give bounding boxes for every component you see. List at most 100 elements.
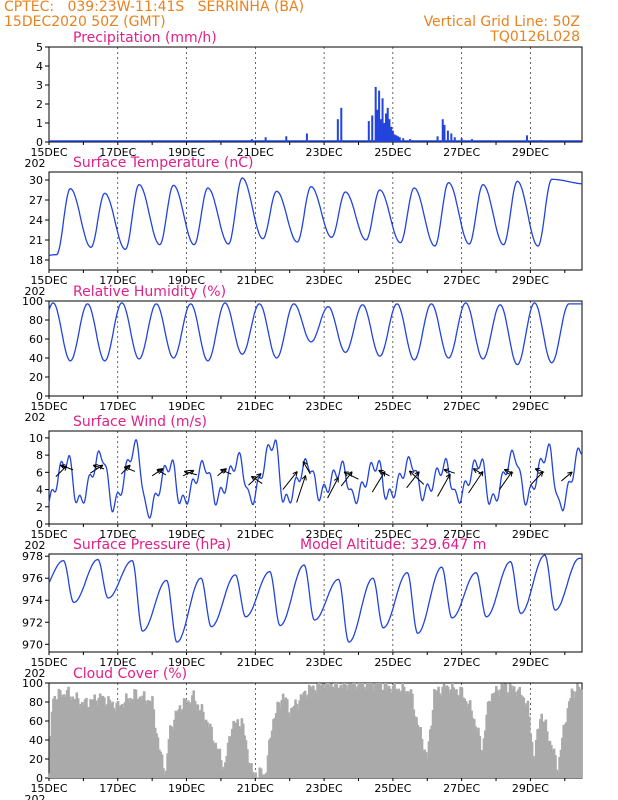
cloud-bar bbox=[528, 716, 531, 778]
cloud-bar bbox=[449, 689, 453, 778]
cloud-bar bbox=[448, 694, 451, 778]
cloud-bar bbox=[140, 700, 143, 778]
x-tick-label: 15DEC bbox=[30, 656, 67, 669]
cloud-bar bbox=[357, 683, 361, 778]
cloud-bar bbox=[229, 736, 233, 778]
x-tick-label: 29DEC bbox=[512, 782, 549, 795]
precip-bar bbox=[378, 90, 381, 142]
cloud-bar bbox=[395, 690, 399, 778]
cloud-bar bbox=[248, 763, 252, 778]
cloud-bar bbox=[114, 711, 117, 778]
cloud-bar bbox=[94, 700, 98, 778]
cloud-bar bbox=[210, 726, 213, 778]
cloud-bar bbox=[196, 704, 200, 778]
cloud-bar bbox=[138, 696, 142, 778]
cloud-bar bbox=[504, 683, 508, 778]
cloud-bar bbox=[372, 690, 376, 778]
cloud-bar bbox=[184, 699, 187, 778]
wind-vector bbox=[443, 469, 455, 474]
cloud-bar bbox=[254, 772, 257, 778]
cloud-bar bbox=[93, 694, 96, 778]
cloud-bar bbox=[334, 683, 337, 778]
cloud-bar bbox=[397, 688, 400, 778]
y-tick-label: 24 bbox=[29, 214, 43, 227]
cloud-bar bbox=[457, 696, 461, 778]
wind-vector-head bbox=[567, 471, 573, 477]
x-tick-label: 15DEC bbox=[30, 146, 67, 159]
cloud-bar bbox=[86, 707, 90, 778]
cloud-bar bbox=[298, 700, 301, 778]
cloud-bar bbox=[558, 756, 561, 778]
wind-vector bbox=[220, 469, 232, 475]
cloud-bar bbox=[189, 704, 193, 778]
wind-vector bbox=[89, 464, 104, 474]
year-label: 202 bbox=[25, 285, 46, 298]
cloud-bar bbox=[540, 713, 544, 778]
cloud-bar bbox=[89, 699, 92, 778]
y-tick-label: 30 bbox=[29, 174, 43, 187]
precip-bar bbox=[374, 86, 377, 142]
x-tick-label: 19DEC bbox=[168, 400, 205, 413]
cloud-bar bbox=[573, 698, 577, 778]
cloud-bar bbox=[409, 689, 413, 778]
cloud-bar bbox=[257, 777, 260, 778]
cloud-bar bbox=[141, 695, 145, 778]
precip-bar bbox=[397, 136, 400, 142]
precip-bar bbox=[383, 123, 386, 142]
header-right-2: TQ0126L028 bbox=[490, 29, 580, 45]
cloud-bar bbox=[125, 693, 128, 778]
cloud-bar bbox=[49, 736, 52, 778]
cloud-bar bbox=[206, 721, 209, 778]
cloud-bar bbox=[321, 683, 325, 778]
x-tick-label: 25DEC bbox=[374, 656, 411, 669]
cloud-bar bbox=[246, 749, 249, 778]
cloud-bar bbox=[103, 697, 106, 778]
cloud-bar bbox=[324, 684, 328, 778]
cloud-bar bbox=[492, 693, 495, 778]
cloud-bar bbox=[562, 725, 566, 778]
cloud-bar bbox=[97, 697, 101, 778]
cloud-bar bbox=[401, 683, 405, 778]
cloud-bar bbox=[133, 689, 136, 778]
cloud-bar bbox=[460, 687, 464, 778]
cloud-bar bbox=[398, 693, 402, 778]
cloud-bar bbox=[489, 701, 493, 778]
cloud-bar bbox=[556, 772, 560, 778]
cloud-bar bbox=[151, 696, 154, 778]
cloud-bar bbox=[306, 694, 310, 778]
cloud-bar bbox=[266, 755, 270, 778]
cloud-bar bbox=[236, 719, 240, 778]
cloud-bar bbox=[419, 726, 422, 778]
cloud-bar bbox=[104, 706, 107, 778]
panel-title: Relative Humidity (%) bbox=[73, 284, 226, 300]
x-tick-label: 27DEC bbox=[443, 782, 480, 795]
cloud-bar bbox=[554, 755, 557, 778]
cloud-bar bbox=[437, 686, 440, 778]
precip-bar bbox=[285, 136, 288, 142]
cloud-bar bbox=[299, 694, 303, 778]
cloud-bar bbox=[261, 776, 264, 778]
cloud-bar bbox=[240, 718, 244, 778]
x-tick-label: 27DEC bbox=[443, 400, 480, 413]
wind-vector bbox=[251, 475, 263, 484]
cloud-bar bbox=[506, 692, 509, 778]
cloud-bar bbox=[191, 695, 194, 778]
cloud-bar bbox=[160, 754, 164, 778]
wind-vector-head bbox=[534, 467, 541, 473]
cloud-bar bbox=[495, 686, 498, 778]
cloud-bar bbox=[291, 707, 295, 778]
cloud-bar bbox=[228, 736, 231, 778]
cloud-bar bbox=[446, 686, 450, 778]
cloud-bar bbox=[100, 697, 103, 778]
cloud-bar bbox=[164, 770, 168, 778]
cloud-bar bbox=[431, 709, 435, 778]
cloud-bar bbox=[422, 750, 425, 778]
cloud-bar bbox=[130, 699, 134, 778]
cloud-bar bbox=[515, 696, 519, 778]
y-tick-label: 970 bbox=[22, 638, 43, 651]
precip-bar bbox=[264, 137, 267, 142]
x-tick-label: 23DEC bbox=[306, 274, 343, 287]
wind-vector-head bbox=[256, 473, 262, 479]
cloud-bar bbox=[336, 687, 340, 778]
precip-bar bbox=[402, 138, 405, 142]
